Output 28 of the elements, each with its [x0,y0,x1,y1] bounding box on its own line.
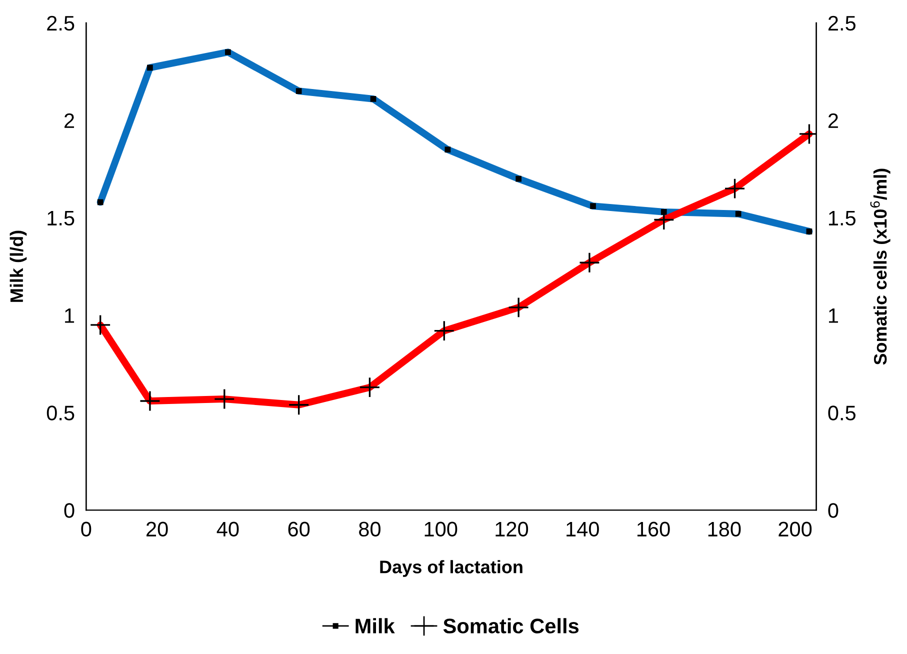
x-tick-label: 200 [778,522,812,537]
y-tick-label: 0.5 [46,406,74,420]
y2-tick-label: 0 [828,503,838,518]
x-tick-label: 180 [708,522,741,537]
legend-label: Somatic Cells [443,618,579,634]
y2-tick-label: 2.5 [828,16,856,31]
y2-tick-label: 1 [829,308,838,323]
x-tick-label: 140 [566,522,599,537]
y2-tick-label: 0.5 [828,406,856,420]
x-tick-label: 40 [216,522,239,537]
x-axis-title: Days of lactation [380,560,522,577]
x-tick-label: 120 [496,522,528,537]
legend-label: Milk [356,618,395,634]
x-tick-label: 60 [288,522,310,537]
y2-tick-label: 1.5 [829,211,856,226]
y-tick-label: 2.5 [47,16,74,31]
y-axis-title: Milk (l/d) [10,230,27,302]
y-tick-label: 1 [65,308,74,323]
y-tick-label: 0 [64,503,74,518]
x-tick-label: 20 [146,522,168,537]
x-tick-label: 160 [637,522,670,537]
x-tick-label: 100 [424,522,458,537]
y2-tick-label: 2 [828,113,838,128]
y-tick-label: 2 [64,113,74,128]
y2-axis-title: Somatic cells (x10$^{6}$/ml) [870,168,890,365]
x-tick-label: 80 [359,522,380,537]
x-tick-label: 0 [81,522,92,537]
y-tick-label: 1.5 [48,211,74,226]
